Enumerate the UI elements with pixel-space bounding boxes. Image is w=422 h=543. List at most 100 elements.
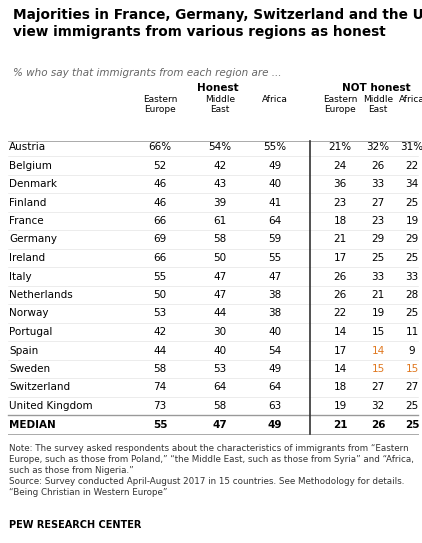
Text: 29: 29: [371, 235, 384, 244]
Text: such as those from Nigeria.”: such as those from Nigeria.”: [9, 466, 134, 475]
Text: 52: 52: [153, 161, 167, 171]
Text: Africa: Africa: [399, 95, 422, 104]
Text: 14: 14: [333, 364, 346, 374]
Text: 9: 9: [408, 345, 415, 356]
Text: Middle
East: Middle East: [205, 95, 235, 115]
Text: 54: 54: [268, 345, 281, 356]
Text: 46: 46: [153, 198, 167, 207]
Text: 55: 55: [153, 272, 167, 281]
Text: 66: 66: [153, 253, 167, 263]
Text: 32%: 32%: [366, 142, 390, 152]
Text: 58: 58: [214, 235, 227, 244]
Text: 15: 15: [406, 364, 419, 374]
Text: 26: 26: [371, 420, 385, 430]
Text: 47: 47: [214, 272, 227, 281]
Text: 22: 22: [333, 308, 346, 319]
Text: 25: 25: [406, 253, 419, 263]
Text: PEW RESEARCH CENTER: PEW RESEARCH CENTER: [9, 520, 142, 530]
Text: France: France: [9, 216, 44, 226]
Text: Note: The survey asked respondents about the characteristics of immigrants from : Note: The survey asked respondents about…: [9, 444, 409, 453]
Text: 36: 36: [333, 179, 346, 189]
Text: 24: 24: [333, 161, 346, 171]
Text: 64: 64: [214, 382, 227, 393]
Text: 22: 22: [406, 161, 419, 171]
Text: 64: 64: [268, 216, 281, 226]
Text: 63: 63: [268, 401, 281, 411]
Text: “Being Christian in Western Europe”: “Being Christian in Western Europe”: [9, 488, 168, 497]
Text: 23: 23: [371, 216, 384, 226]
Text: 46: 46: [153, 179, 167, 189]
Text: 19: 19: [371, 308, 384, 319]
Text: 14: 14: [333, 327, 346, 337]
Text: 21: 21: [333, 235, 346, 244]
Text: 38: 38: [268, 290, 281, 300]
Text: 44: 44: [153, 345, 167, 356]
Text: 23: 23: [333, 198, 346, 207]
Text: 18: 18: [333, 382, 346, 393]
Text: 38: 38: [268, 308, 281, 319]
Text: 61: 61: [214, 216, 227, 226]
Text: 53: 53: [214, 364, 227, 374]
Text: United Kingdom: United Kingdom: [9, 401, 93, 411]
Text: Eastern
Europe: Eastern Europe: [323, 95, 357, 115]
Text: Netherlands: Netherlands: [9, 290, 73, 300]
Text: 25: 25: [406, 198, 419, 207]
Text: % who say that immigrants from each region are ...: % who say that immigrants from each regi…: [13, 68, 281, 78]
Text: Europe, such as those from Poland,” “the Middle East, such as those from Syria” : Europe, such as those from Poland,” “the…: [9, 454, 414, 464]
Text: 58: 58: [214, 401, 227, 411]
Text: Ireland: Ireland: [9, 253, 46, 263]
Text: 30: 30: [214, 327, 227, 337]
Text: 54%: 54%: [208, 142, 232, 152]
Text: 39: 39: [214, 198, 227, 207]
Text: 17: 17: [333, 345, 346, 356]
Text: 33: 33: [371, 179, 384, 189]
Text: 40: 40: [214, 345, 227, 356]
Text: 42: 42: [214, 161, 227, 171]
Text: Denmark: Denmark: [9, 179, 57, 189]
Text: Germany: Germany: [9, 235, 57, 244]
Text: 28: 28: [406, 290, 419, 300]
Text: Portugal: Portugal: [9, 327, 53, 337]
Text: 40: 40: [268, 327, 281, 337]
Text: 25: 25: [371, 253, 384, 263]
Text: NOT honest: NOT honest: [342, 83, 410, 93]
Text: 32: 32: [371, 401, 384, 411]
Text: 41: 41: [268, 198, 281, 207]
Text: 69: 69: [153, 235, 167, 244]
Text: 55: 55: [268, 253, 281, 263]
Text: 50: 50: [214, 253, 227, 263]
Text: 27: 27: [406, 382, 419, 393]
Text: 66: 66: [153, 216, 167, 226]
Text: Spain: Spain: [9, 345, 38, 356]
Text: 47: 47: [213, 420, 227, 430]
Text: 11: 11: [406, 327, 419, 337]
Text: 21: 21: [333, 420, 347, 430]
Text: Sweden: Sweden: [9, 364, 50, 374]
Text: 73: 73: [153, 401, 167, 411]
Text: 55: 55: [153, 420, 167, 430]
Text: Middle
East: Middle East: [363, 95, 393, 115]
Text: 15: 15: [371, 364, 384, 374]
Text: 29: 29: [406, 235, 419, 244]
Text: 59: 59: [268, 235, 281, 244]
Text: 49: 49: [268, 364, 281, 374]
Text: 49: 49: [268, 161, 281, 171]
Text: Switzerland: Switzerland: [9, 382, 70, 393]
Text: 14: 14: [371, 345, 384, 356]
Text: 25: 25: [406, 308, 419, 319]
Text: 19: 19: [333, 401, 346, 411]
Text: 47: 47: [268, 272, 281, 281]
Text: 26: 26: [371, 161, 384, 171]
Text: 27: 27: [371, 382, 384, 393]
Text: 42: 42: [153, 327, 167, 337]
Text: 31%: 31%: [400, 142, 422, 152]
Text: 58: 58: [153, 364, 167, 374]
Text: 33: 33: [406, 272, 419, 281]
Text: 33: 33: [371, 272, 384, 281]
Text: 21%: 21%: [328, 142, 352, 152]
Text: MEDIAN: MEDIAN: [9, 420, 56, 430]
Text: Norway: Norway: [9, 308, 49, 319]
Text: 26: 26: [333, 272, 346, 281]
Text: 18: 18: [333, 216, 346, 226]
Text: 15: 15: [371, 327, 384, 337]
